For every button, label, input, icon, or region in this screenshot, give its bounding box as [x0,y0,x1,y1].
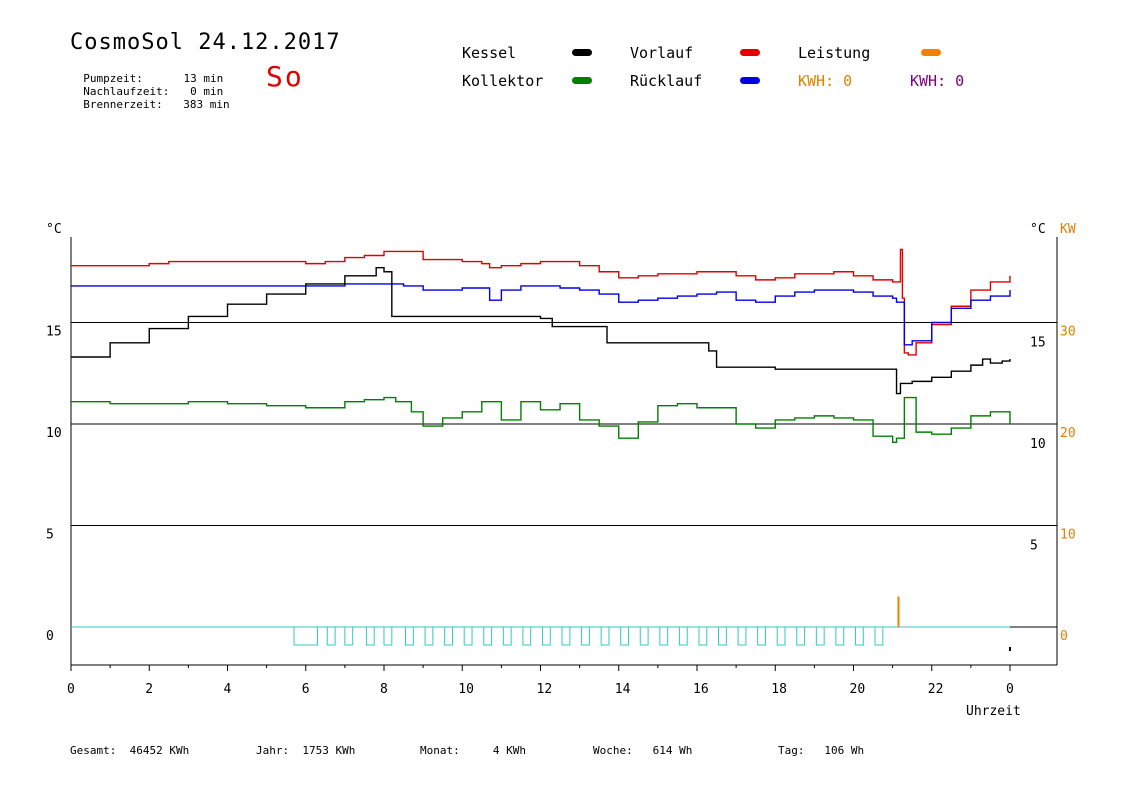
x-tick-label: 22 [928,682,944,697]
weekday-label: So [266,60,304,93]
pump-interval [344,626,354,646]
series-line-kessel [71,266,1011,395]
pump-interval [815,626,825,646]
legend-swatch-kollektor [572,77,592,84]
legend-swatch-kessel [572,49,592,56]
pump-interval [678,626,688,646]
footer-monat: Monat: 4 KWh [420,744,526,757]
pump-interval [405,626,414,646]
x-tick-label: 12 [537,682,553,697]
x-tick-label: 0 [1006,682,1014,697]
pump-interval [796,626,806,646]
pump-interval [444,626,453,646]
y-tick-label-left: 15 [46,325,62,340]
pump-interval [698,626,708,646]
pump-interval [326,626,336,646]
pump-interval [854,626,864,646]
stat-label: Nachlaufzeit: [83,85,170,98]
y-tick-label-left: 5 [46,528,54,543]
series-line-vorlauf [71,248,1011,356]
x-tick-label: 14 [615,682,631,697]
legend-swatch-ruecklauf [740,77,760,84]
x-tick-label: 8 [380,682,388,697]
y-tick-label-right-kw: 20 [1060,426,1076,441]
pump-interval [502,626,512,646]
legend-swatch-leistung [921,49,941,56]
y-tick-label-left: 10 [46,426,62,441]
legend-label-kollektor: Kollektor [462,72,544,90]
pump-interval [463,626,473,646]
x-tick-label: 2 [145,682,153,697]
pump-interval [424,626,434,646]
pump-interval [483,626,493,646]
legend-kwh-1: KWH: 0 [798,72,853,90]
series-line-kollektor [71,396,1011,443]
y-tick-label-right-c: 5 [1030,539,1038,554]
pump-interval [874,626,884,646]
y-tick-label-right-kw: 0 [1060,629,1068,644]
stat-label: Brennerzeit: [83,98,163,111]
pump-interval [835,626,845,646]
x-tick-label: 0 [67,682,75,697]
legend-label-kessel: Kessel [462,44,517,62]
x-tick-label: 4 [224,682,232,697]
y-tick-label-left: 0 [46,629,54,644]
stat-row-pumpzeit: Pumpzeit: 13 min [70,59,223,85]
chart-title: CosmoSol 24.12.2017 [70,30,341,55]
pump-interval [776,626,786,646]
y-axis-unit-right-kw: KW [1060,222,1076,237]
x-tick-label: 16 [693,682,709,697]
x-tick-label: 6 [302,682,310,697]
legend-label-leistung: Leistung [798,44,871,62]
y-tick-label-right-c: 10 [1030,437,1046,452]
x-tick-label: 10 [458,682,474,697]
pump-interval [522,626,532,646]
y-tick-label-right-c: 15 [1030,336,1046,351]
pump-interval [718,626,727,646]
x-tick-label: 20 [850,682,866,697]
pump-interval [561,626,571,646]
legend-kwh-2: KWH: 0 [910,72,965,90]
pump-interval [659,626,669,646]
x-axis-title: Uhrzeit [966,704,1021,719]
y-axis-unit-right-c: °C [1030,222,1046,237]
footer-gesamt: Gesamt: 46452 KWh [70,744,190,757]
pump-interval [293,626,318,646]
pump-interval [383,626,393,646]
pump-interval [581,626,590,646]
pump-interval [365,626,375,646]
pump-interval [757,626,766,646]
legend-label-ruecklauf: Rücklauf [630,72,703,90]
pump-interval [541,626,551,646]
pump-interval [620,626,630,646]
pump-interval [600,626,610,646]
series-line-ruecklauf [71,283,1011,346]
y-tick-label-right-kw: 30 [1060,325,1076,340]
footer-woche: Woche: 614 Wh [593,744,693,757]
footer-jahr: Jahr: 1753 KWh [256,744,356,757]
stat-label: Pumpzeit: [83,72,143,85]
y-tick-label-right-kw: 10 [1060,528,1076,543]
legend-swatch-vorlauf [740,49,760,56]
stat-row-nachlaufzeit: Nachlaufzeit: 0 min [70,72,223,98]
footer-tag: Tag: 106 Wh [778,744,865,757]
pump-interval [737,626,747,646]
x-tick-label: 18 [771,682,787,697]
stat-value: 0 min [190,85,224,98]
pump-interval [639,626,649,646]
stat-value: 13 min [183,72,224,85]
legend-label-vorlauf: Vorlauf [630,44,694,62]
y-axis-unit-left: °C [46,222,62,237]
